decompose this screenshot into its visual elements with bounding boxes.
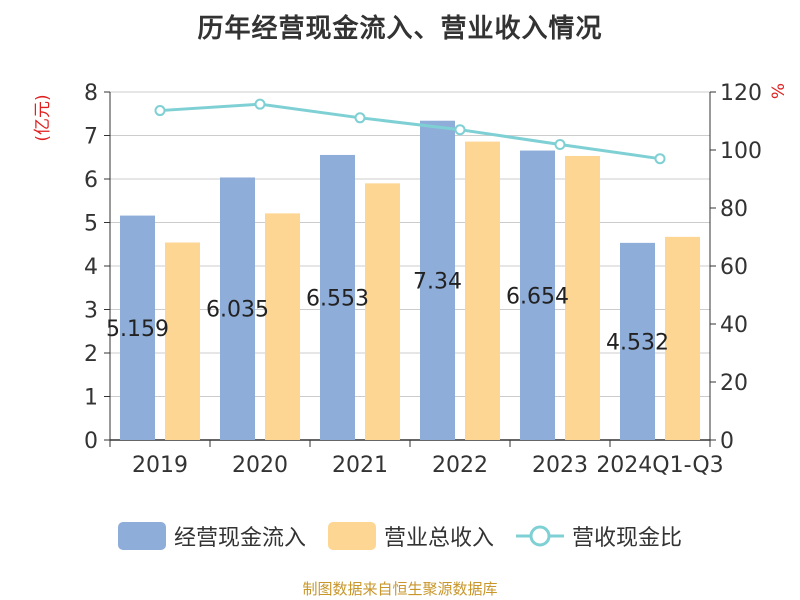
left-tick-label: 3 (84, 299, 98, 324)
x-tick-label: 2023 (532, 453, 588, 478)
data-label-cash-inflow: 7.34 (413, 269, 462, 294)
left-tick-label: 2 (84, 342, 98, 367)
bar-revenue (265, 213, 300, 440)
data-label-cash-inflow: 6.035 (206, 298, 269, 323)
left-tick-label: 1 (84, 386, 98, 411)
bar-cash-inflow (320, 154, 355, 440)
left-axis-title: (亿元) (33, 94, 53, 141)
left-tick-label: 7 (84, 125, 98, 150)
source-note: 制图数据来自恒生聚源数据库 (302, 580, 498, 598)
right-tick-label: 80 (720, 197, 748, 222)
bar-cash-inflow (220, 177, 255, 441)
bar-cash-inflow (620, 242, 655, 440)
left-tick-label: 4 (84, 255, 98, 280)
left-tick-label: 0 (84, 429, 98, 454)
left-tick-label: 6 (84, 168, 98, 193)
bar-cash-inflow (520, 150, 555, 440)
data-label-cash-inflow: 5.159 (106, 317, 169, 342)
chart-title: 历年经营现金流入、营业收入情况 (197, 14, 603, 44)
right-tick-label: 0 (720, 429, 734, 454)
bar-revenue (165, 242, 200, 440)
right-tick-label: 120 (720, 81, 762, 106)
x-tick-label: 2019 (132, 453, 188, 478)
data-label-cash-inflow: 4.532 (606, 330, 669, 355)
ratio-point (454, 124, 466, 136)
data-label-cash-inflow: 6.654 (506, 284, 569, 309)
right-tick-label: 100 (720, 139, 762, 164)
ratio-point (154, 105, 166, 117)
ratio-point (254, 98, 266, 110)
ratio-point (354, 112, 366, 124)
right-tick-label: 40 (720, 313, 748, 338)
right-axis-title: % (769, 83, 789, 99)
left-tick-label: 5 (84, 212, 98, 237)
legend-item-revenue[interactable]: 营业总收入 (327, 520, 494, 552)
bar-revenue (465, 141, 500, 440)
ratio-point (654, 153, 666, 165)
data-label-cash-inflow: 6.553 (306, 286, 369, 311)
legend-swatch-cash-inflow (117, 522, 166, 550)
legend-swatch-ratio (516, 525, 564, 547)
bar-revenue (665, 236, 700, 440)
legend-label-revenue: 营业总收入 (383, 526, 494, 551)
bar-revenue (565, 155, 600, 440)
left-tick-label: 8 (84, 81, 98, 106)
legend-label-cash-inflow: 经营现金流入 (173, 526, 306, 551)
legend-item-ratio[interactable]: 营收现金比 (516, 520, 682, 552)
right-tick-label: 20 (720, 371, 748, 396)
legend: 经营现金流入 营业总收入 营收现金比 (0, 516, 800, 556)
ratio-line (159, 102, 661, 161)
right-tick-label: 60 (720, 255, 748, 280)
legend-label-ratio: 营收现金比 (572, 526, 683, 551)
bar-cash-inflow (420, 120, 455, 441)
x-tick-label: 2020 (232, 453, 288, 478)
bar-cash-inflow (120, 215, 155, 440)
legend-item-cash-inflow[interactable]: 经营现金流入 (117, 520, 306, 552)
x-tick-label: 2024Q1-Q3 (596, 453, 723, 478)
ratio-point (554, 138, 566, 150)
legend-ratio-marker (529, 525, 551, 547)
x-tick-label: 2021 (332, 453, 388, 478)
x-tick-label: 2022 (432, 453, 488, 478)
legend-swatch-revenue (327, 522, 376, 550)
bar-revenue (365, 183, 400, 440)
